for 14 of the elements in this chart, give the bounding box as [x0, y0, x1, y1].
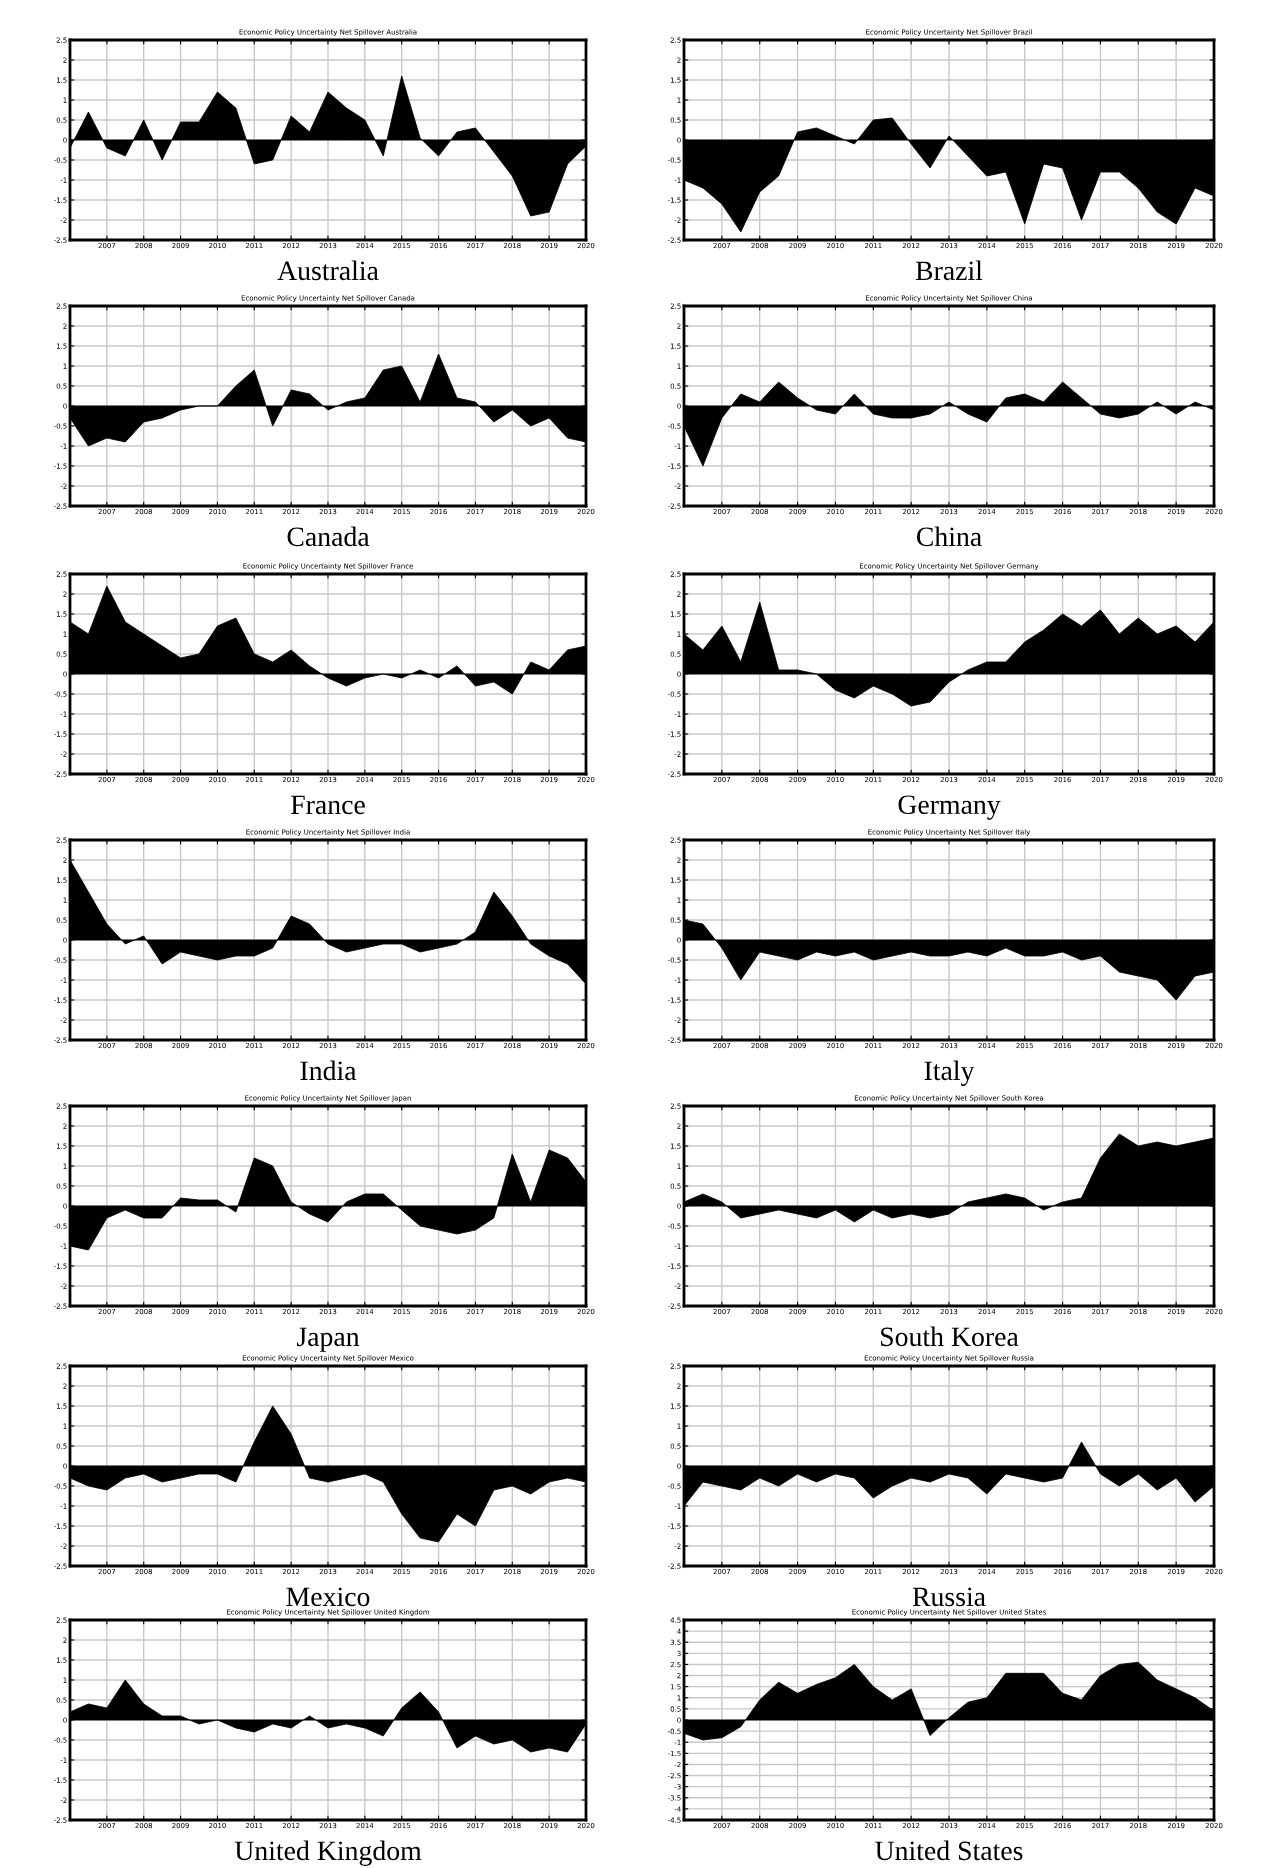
x-axis-title: China [916, 526, 982, 547]
x-axis-title: Italy [924, 1060, 975, 1086]
x-axis-title: United States [875, 1840, 1023, 1861]
x-axis-title: United Kingdom [234, 1840, 422, 1866]
x-axis-title: India [300, 1060, 357, 1081]
x-axis-title: South Korea [881, 1326, 1019, 1347]
x-axis-title: France [291, 795, 365, 815]
x-axis-title: Germany [898, 795, 1001, 820]
x-axis-title: Mexico [286, 1587, 370, 1607]
x-axis-title: Brazil [915, 260, 983, 281]
x-axis-title: Canada [287, 526, 370, 547]
x-axis-title: Russia [912, 1587, 986, 1607]
x-axis-title: Australia [277, 260, 379, 281]
x-axis-title: Japan [296, 1327, 360, 1352]
